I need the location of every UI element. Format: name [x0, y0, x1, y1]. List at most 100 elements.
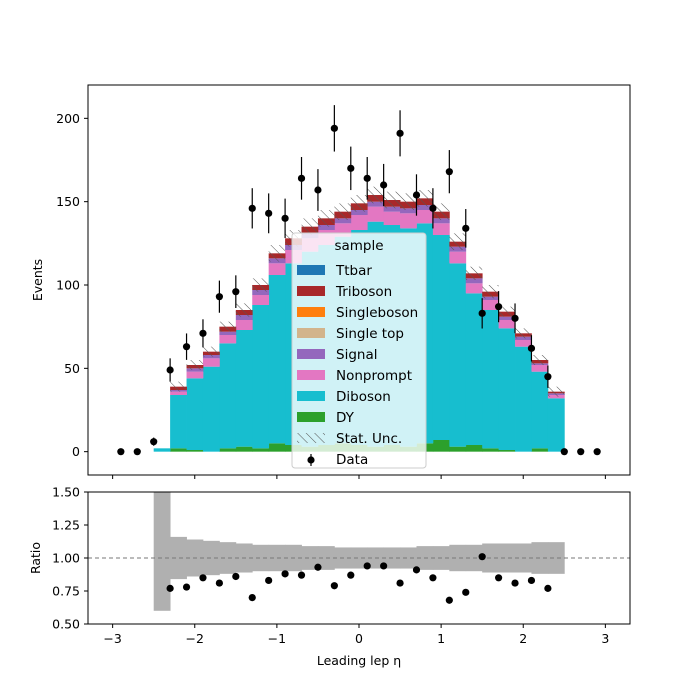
stat-unc-7 — [268, 245, 286, 262]
legend-entry-ttbar-swatch — [297, 265, 325, 275]
stat-unc-13 — [367, 186, 384, 204]
stat-unc-6 — [252, 278, 269, 292]
bar-nonprompt-6 — [252, 295, 270, 305]
legend-entry-triboson-label: Triboson — [335, 284, 392, 300]
stat-unc-14 — [383, 191, 401, 209]
stat-unc-22 — [515, 328, 532, 339]
bar-signal-16 — [416, 205, 434, 210]
ratio-xtick-label-3: 3 — [601, 631, 609, 646]
bar-dy-6 — [252, 448, 270, 452]
bar-diboson-17 — [432, 235, 450, 440]
bar-diboson-7 — [268, 275, 286, 444]
bar-signal-11 — [334, 218, 352, 224]
ratio-point-10 — [330, 582, 338, 590]
ratio-y-axis-label: Ratio — [28, 542, 43, 574]
stat-unc-23 — [531, 355, 548, 365]
ratio-xtick-label-2: 2 — [519, 631, 527, 646]
ratio-point-22 — [527, 576, 536, 585]
bar-signal-12 — [350, 210, 368, 215]
stat-unc-11 — [334, 203, 351, 220]
data-point-4 — [182, 343, 191, 351]
ratio-point-15 — [412, 566, 421, 574]
ratio-point-5 — [248, 594, 256, 602]
ratio-band-24 — [547, 542, 565, 574]
ratio-point-14 — [396, 579, 404, 587]
ratio-point-17 — [445, 596, 453, 604]
data-point-24 — [511, 314, 519, 322]
data-point-28 — [577, 448, 585, 456]
stat-unc-10 — [317, 210, 335, 227]
bar-nonprompt-20 — [482, 300, 500, 310]
data-point-12 — [314, 186, 322, 194]
legend-entry-data-marker — [307, 456, 315, 464]
stat-unc-24 — [547, 386, 565, 397]
data-point-2 — [150, 438, 158, 446]
bar-dy-17 — [432, 440, 450, 452]
bar-nonprompt-7 — [268, 263, 286, 275]
legend-title: sample — [334, 238, 383, 254]
data-point-20 — [445, 168, 453, 176]
data-point-3 — [166, 366, 174, 374]
bar-signal-10 — [317, 225, 335, 230]
stat-unc-17 — [432, 203, 450, 220]
main-ytick-label-0: 0 — [72, 444, 80, 459]
bar-dy-21 — [498, 450, 516, 452]
ratio-uncertainty-band — [153, 492, 565, 611]
legend-entry-nonprompt-swatch — [297, 370, 325, 380]
bar-nonprompt-3 — [202, 358, 220, 367]
ratio-point-2 — [199, 574, 207, 582]
bar-diboson-18 — [449, 263, 467, 447]
legend-entry-signal-swatch — [297, 349, 325, 359]
data-point-5 — [199, 329, 207, 337]
legend-entry-signal-label: Signal — [336, 347, 377, 363]
bar-signal-5 — [235, 315, 253, 320]
data-point-21 — [462, 224, 470, 232]
ratio-ytick-label-1.00: 1.00 — [52, 551, 80, 566]
bar-signal-17 — [432, 218, 450, 224]
legend-entry-data-label: Data — [336, 452, 368, 468]
bar-nonprompt-13 — [367, 206, 385, 222]
bar-diboson-23 — [531, 371, 549, 449]
data-point-22 — [478, 309, 486, 317]
bar-signal-14 — [383, 206, 401, 212]
main-x-ticks — [112, 475, 606, 479]
ratio-xtick-label--1: −1 — [268, 631, 286, 646]
ratio-data-points — [166, 553, 552, 604]
legend-entry-dy-label: DY — [336, 410, 355, 426]
data-point-15 — [363, 174, 371, 182]
ratio-point-11 — [347, 571, 355, 579]
data-point-10 — [281, 214, 289, 222]
ratio-ytick-label-1.50: 1.50 — [52, 485, 80, 500]
ratio-ytick-label-0.75: 0.75 — [52, 584, 80, 599]
legend-entry-single-top-label: Single top — [336, 326, 404, 342]
data-point-1 — [133, 448, 141, 456]
bar-signal-21 — [498, 316, 516, 320]
stat-unc-5 — [235, 303, 253, 317]
data-point-6 — [215, 293, 223, 301]
stat-unc-15 — [400, 193, 417, 210]
stat-unc-4 — [219, 321, 236, 332]
bar-dy-20 — [482, 448, 500, 452]
legend-entry-stat-unc--swatch — [297, 433, 325, 443]
ratio-point-21 — [511, 579, 519, 587]
legend: sample Ttbar Triboson Singleboson Single top… — [291, 232, 427, 469]
stat-unc-9 — [301, 218, 318, 235]
bar-dy-23 — [531, 448, 549, 452]
bar-dy-19 — [465, 445, 483, 452]
bar-nonprompt-4 — [219, 335, 237, 344]
stat-unc-3 — [202, 346, 220, 357]
ratio-point-1 — [182, 583, 191, 591]
data-point-13 — [330, 124, 338, 132]
data-point-18 — [412, 191, 421, 199]
ratio-band-21 — [498, 543, 516, 573]
data-point-9 — [265, 209, 273, 217]
ratio-band-12 — [350, 547, 368, 569]
main-ytick-label-150: 150 — [56, 194, 80, 209]
bar-diboson-1 — [170, 395, 187, 449]
main-stat-uncertainty — [170, 186, 565, 397]
ratio-point-9 — [314, 563, 322, 571]
ratio-xtick-label--3: −3 — [103, 631, 121, 646]
data-point-8 — [248, 204, 256, 212]
data-point-23 — [495, 303, 503, 311]
